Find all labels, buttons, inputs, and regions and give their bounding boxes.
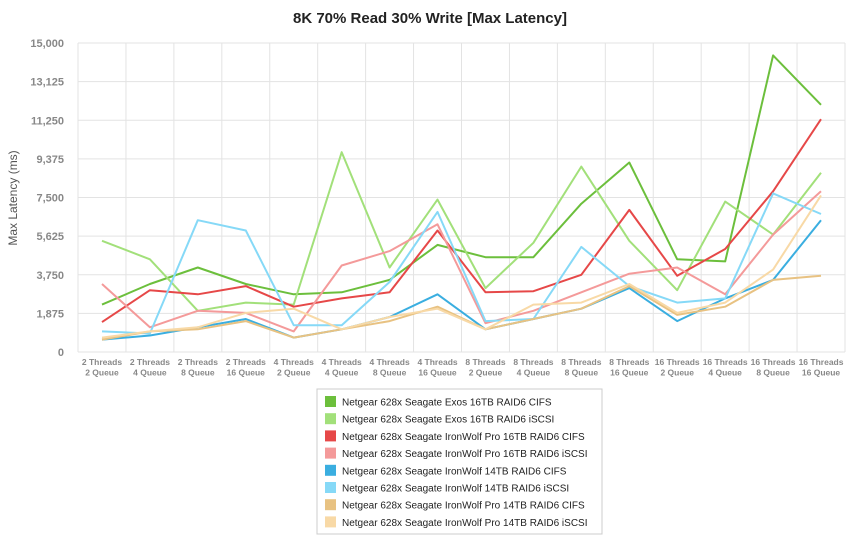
x-tick-label: 16 Threads 8 Queue (751, 357, 796, 378)
legend-swatch-1 (325, 413, 336, 425)
y-tick-label: 9,375 (36, 154, 64, 166)
series-line-2 (101, 118, 822, 323)
x-tick-label: 4 Threads 4 Queue (322, 357, 362, 378)
legend-label-2: Netgear 628x Seagate IronWolf Pro 16TB R… (342, 432, 585, 443)
legend-label-1: Netgear 628x Seagate Exos 16TB RAID6 iSC… (342, 415, 554, 426)
x-tick-label: 2 Threads 8 Queue (178, 357, 218, 378)
legend: Netgear 628x Seagate Exos 16TB RAID6 CIF… (316, 388, 603, 535)
legend-swatch-6 (325, 499, 336, 511)
y-tick-label: 1,875 (36, 308, 64, 320)
y-tick-label: 0 (58, 347, 64, 359)
series-line-1 (101, 151, 822, 312)
legend-swatch-7 (325, 516, 336, 528)
series-line-5 (101, 192, 822, 335)
x-tick-label: 16 Threads 4 Queue (703, 357, 748, 378)
series-line-7 (101, 194, 822, 339)
x-tick-label: 16 Threads 16 Queue (799, 357, 844, 378)
legend-label-4: Netgear 628x Seagate IronWolf 14TB RAID6… (342, 466, 567, 477)
legend-box (316, 388, 603, 535)
y-axis-ticks: 0 1,875 3,750 5,625 7,500 9,375 11,250 13,125 15… (30, 38, 64, 359)
x-axis-ticks: 2 Threads 2 Queue 2 Threads 4 Queue 2 Thread… (82, 357, 844, 378)
x-tick-label: 8 Threads 4 Queue (513, 357, 553, 378)
legend-label-3: Netgear 628x Seagate IronWolf Pro 16TB R… (342, 449, 588, 460)
legend-swatch-3 (325, 447, 336, 459)
legend-label-7: Netgear 628x Seagate IronWolf Pro 14TB R… (342, 518, 588, 529)
x-tick-label: 8 Threads 8 Queue (561, 357, 601, 378)
legend-swatch-0 (325, 396, 336, 407)
legend-swatch-2 (325, 430, 336, 442)
legend-swatch-5 (325, 482, 336, 493)
series-line-0 (101, 54, 822, 306)
x-tick-label: 2 Threads 2 Queue (82, 357, 122, 378)
x-tick-label: 4 Threads 2 Queue (274, 357, 314, 378)
y-tick-label: 13,125 (30, 77, 64, 89)
series-lines (101, 54, 822, 341)
legend-swatch-4 (325, 464, 336, 476)
y-tick-label: 11,250 (31, 115, 64, 127)
x-tick-label: 4 Threads 8 Queue (370, 357, 410, 378)
y-tick-label: 5,625 (36, 231, 64, 243)
series-line-4 (101, 219, 822, 341)
x-tick-label: 2 Threads 16 Queue (226, 357, 266, 378)
x-tick-label: 2 Threads 4 Queue (130, 357, 170, 378)
y-tick-label: 15,000 (30, 38, 64, 50)
y-axis-label: Max Latency (ms) (6, 150, 20, 245)
legend-label-0: Netgear 628x Seagate Exos 16TB RAID6 CIF… (342, 398, 552, 409)
x-tick-label: 4 Threads 16 Queue (417, 357, 457, 378)
x-tick-label: 8 Threads 2 Queue (465, 357, 505, 378)
legend-label-6: Netgear 628x Seagate IronWolf Pro 14TB R… (342, 501, 585, 512)
series-line-3 (101, 190, 822, 333)
x-tick-label: 16 Threads 2 Queue (655, 357, 700, 378)
chart-title: 8K 70% Read 30% Write [Max Latency] (293, 10, 567, 27)
legend-label-5: Netgear 628x Seagate IronWolf 14TB RAID6… (342, 484, 569, 495)
x-tick-label: 8 Threads 16 Queue (609, 357, 649, 378)
y-tick-label: 3,750 (36, 270, 64, 282)
y-tick-label: 7,500 (36, 193, 64, 205)
